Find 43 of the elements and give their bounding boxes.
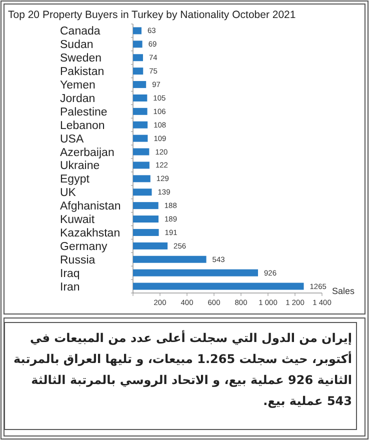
y-tick-label: UK bbox=[60, 187, 76, 200]
bar bbox=[133, 175, 150, 182]
bar bbox=[133, 162, 150, 169]
bar bbox=[133, 282, 304, 290]
bar bbox=[133, 94, 148, 102]
bar bbox=[133, 216, 159, 223]
bar bbox=[133, 81, 146, 88]
bar bbox=[133, 108, 148, 115]
y-tick-label: Pakistan bbox=[60, 66, 104, 78]
y-tick-label: Jordan bbox=[60, 92, 96, 105]
bar bbox=[133, 188, 152, 196]
bar bbox=[133, 27, 142, 34]
y-tick-label: Iraq bbox=[60, 268, 80, 280]
y-tick-label: Lebanon bbox=[60, 120, 105, 132]
y-tick-label: Iran bbox=[60, 281, 80, 294]
y-tick-label: USA bbox=[60, 133, 84, 146]
y-tick-label: Sweden bbox=[60, 52, 102, 65]
x-axis-title: Sales bbox=[332, 286, 356, 296]
bar bbox=[133, 121, 148, 128]
bar bbox=[133, 202, 158, 210]
y-tick-label: Germany bbox=[60, 240, 108, 253]
bar bbox=[133, 54, 143, 62]
y-tick-label: Yemen bbox=[60, 80, 96, 92]
bar bbox=[133, 148, 150, 156]
y-tick-label: Ukraine bbox=[60, 160, 100, 172]
bar bbox=[133, 242, 168, 250]
bar bbox=[133, 40, 142, 48]
text: إيران من الدول التي سجلت أعلى عدد من المبيعات في أكتوبر، حيث سجلت 1.265 مبيعات، و تليها العراق بالمرتبة الثانية 926 عملية بيع، و الاتحاد الروسي بالمرتبة الثالثة 543 عملية بيع. bbox=[12, 329, 352, 410]
bar bbox=[133, 269, 258, 276]
y-tick-label: Palestine bbox=[60, 106, 108, 118]
y-tick-label: Canada bbox=[60, 26, 101, 38]
bar bbox=[133, 134, 148, 142]
y-tick-label: Azerbaijan bbox=[60, 146, 114, 159]
y-tick-label: Sudan bbox=[60, 39, 94, 52]
y-tick-label: Kazakhstan bbox=[60, 227, 120, 240]
chart-title: Top 20 Property Buyers in Turkey by Nationality October 2021 bbox=[8, 9, 296, 21]
bar bbox=[133, 228, 159, 236]
y-tick-label: Afghanistan bbox=[60, 200, 121, 213]
y-tick-label: Kuwait bbox=[60, 214, 96, 226]
y-tick-label: Russia bbox=[60, 254, 96, 266]
bar bbox=[133, 256, 206, 263]
bar bbox=[133, 68, 144, 75]
y-tick-label: Egypt bbox=[60, 174, 90, 186]
